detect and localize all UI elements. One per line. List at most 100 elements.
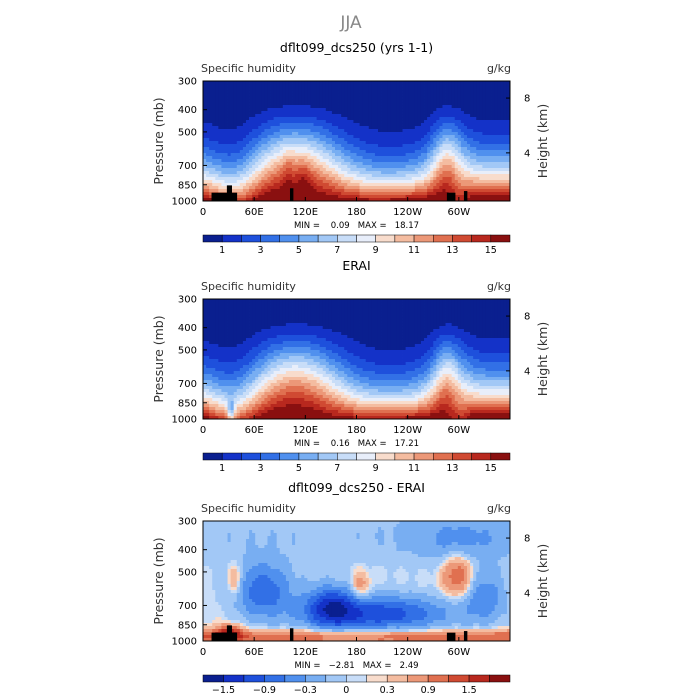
- heatmap-cell: [460, 299, 465, 303]
- heatmap-cell: [221, 323, 225, 327]
- heatmap-cell: [365, 305, 370, 309]
- heatmap-cell: [414, 81, 419, 85]
- heatmap-cell: [221, 183, 225, 187]
- heatmap-cell: [353, 114, 357, 118]
- heatmap-cell: [451, 162, 456, 166]
- y-axis-title: Pressure (mb): [151, 97, 166, 184]
- heatmap-cell: [359, 186, 364, 190]
- heatmap-cell: [356, 156, 360, 160]
- heatmap-cell: [322, 84, 327, 88]
- heatmap-cell: [387, 180, 391, 184]
- heatmap-cell: [497, 105, 502, 109]
- heatmap-cell: [427, 189, 431, 193]
- heatmap-cell: [439, 308, 443, 312]
- heatmap-cell: [304, 159, 308, 163]
- heatmap-cell: [347, 96, 351, 100]
- heatmap-cell: [255, 174, 259, 178]
- heatmap-cell: [408, 302, 413, 306]
- heatmap-cell: [276, 317, 281, 321]
- heatmap-cell: [451, 108, 456, 112]
- heatmap-cell: [282, 93, 287, 97]
- heatmap-cell: [408, 108, 413, 112]
- heatmap-cell: [439, 180, 443, 184]
- heatmap-cell: [439, 302, 443, 306]
- heatmap-cell: [344, 147, 348, 151]
- heatmap-cell: [359, 311, 364, 315]
- heatmap-cell: [377, 192, 382, 196]
- heatmap-cell: [307, 114, 311, 118]
- heatmap-cell: [473, 305, 477, 309]
- heatmap-cell: [377, 108, 382, 112]
- heatmap-cell: [209, 326, 213, 330]
- heatmap-cell: [402, 314, 407, 318]
- heatmap-cell: [384, 195, 388, 199]
- heatmap-cell: [365, 117, 370, 121]
- heatmap-cell: [430, 120, 434, 124]
- heatmap-cell: [252, 189, 256, 193]
- heatmap-cell: [503, 299, 508, 303]
- heatmap-cell: [245, 126, 250, 130]
- heatmap-cell: [402, 102, 407, 106]
- heatmap-cell: [353, 105, 357, 109]
- heatmap-cell: [350, 299, 354, 303]
- heatmap-cell: [316, 195, 321, 199]
- heatmap-cell: [221, 314, 225, 318]
- heatmap-cell: [359, 132, 364, 136]
- heatmap-cell: [381, 150, 385, 154]
- heatmap-cell: [485, 153, 489, 157]
- heatmap-cell: [292, 180, 296, 184]
- x-tick-label: 180: [347, 207, 366, 218]
- heatmap-cell: [457, 117, 462, 121]
- heatmap-cell: [236, 150, 241, 154]
- heatmap-cell: [267, 165, 271, 169]
- heatmap-cell: [371, 314, 376, 318]
- heatmap-cell: [503, 135, 508, 139]
- heatmap-cell: [319, 135, 324, 139]
- heatmap-cell: [500, 87, 505, 91]
- heatmap-cell: [328, 180, 333, 184]
- heatmap-cell: [236, 305, 241, 309]
- heatmap-cell: [362, 317, 367, 321]
- heatmap-cell: [206, 120, 210, 124]
- heatmap-cell: [377, 198, 382, 202]
- heatmap-cell: [359, 195, 364, 199]
- heatmap-cell: [411, 317, 416, 321]
- heatmap-cell: [203, 323, 207, 327]
- heatmap-cell: [239, 299, 244, 303]
- heatmap-cell: [245, 323, 250, 327]
- heatmap-cell: [350, 108, 354, 112]
- heatmap-cell: [353, 177, 357, 181]
- heatmap-cell: [270, 153, 275, 157]
- heatmap-cell: [279, 171, 284, 175]
- heatmap-cell: [442, 305, 446, 309]
- heatmap-cell: [313, 147, 317, 151]
- heatmap-cell: [371, 150, 376, 154]
- heatmap-cell: [417, 93, 422, 97]
- heatmap-cell: [497, 84, 502, 88]
- heatmap-cell: [433, 99, 437, 103]
- heatmap-cell: [249, 195, 253, 199]
- heatmap-cell: [494, 320, 499, 324]
- heatmap-cell: [377, 117, 382, 121]
- heatmap-cell: [347, 192, 351, 196]
- heatmap-cell: [341, 317, 345, 321]
- heatmap-cell: [479, 129, 483, 133]
- heatmap-cell: [347, 153, 351, 157]
- heatmap-cell: [285, 108, 290, 112]
- heatmap-cell: [473, 195, 477, 199]
- heatmap-cell: [301, 302, 305, 306]
- heatmap-cell: [454, 126, 459, 130]
- heatmap-cell: [227, 141, 232, 145]
- heatmap-cell: [261, 165, 265, 169]
- heatmap-cell: [273, 320, 278, 324]
- heatmap-cell: [258, 153, 262, 157]
- heatmap-cell: [273, 183, 278, 187]
- heatmap-cell: [482, 165, 486, 169]
- heatmap-cell: [203, 141, 207, 145]
- heatmap-cell: [335, 135, 339, 139]
- heatmap-cell: [285, 177, 290, 181]
- heatmap-cell: [445, 123, 449, 127]
- heatmap-cell: [335, 177, 339, 181]
- heatmap-cell: [224, 150, 228, 154]
- heatmap-cell: [454, 305, 459, 309]
